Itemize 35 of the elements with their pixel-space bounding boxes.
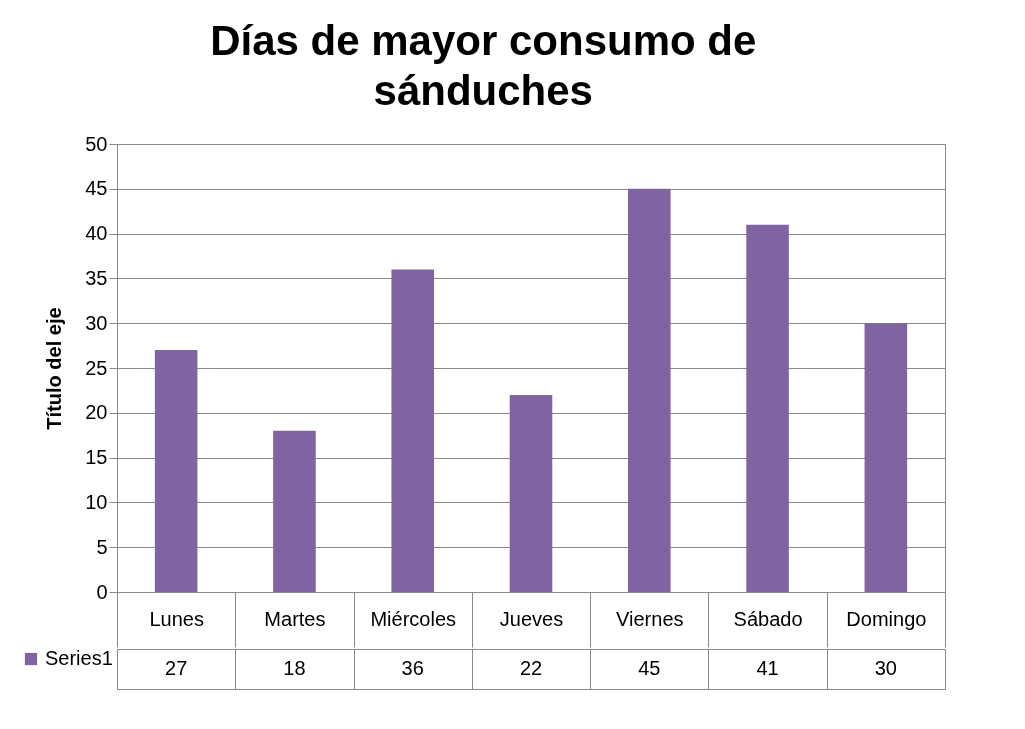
x-tick-label: Domingo [846,607,927,630]
data-label: 30 [874,657,897,679]
y-axis-title: Título del eje [43,307,66,430]
x-tick-label: Sábado [733,607,803,630]
y-tick-label: 30 [85,311,108,334]
data-label: 22 [519,657,543,679]
data-label: 41 [756,657,779,679]
x-tick-label: Viernes [616,607,684,630]
data-label: 45 [638,657,661,679]
x-tick-label: Miércoles [370,607,456,630]
y-tick-label: 25 [85,356,108,379]
y-tick-label: 15 [85,446,108,469]
x-tick-label: Lunes [149,607,204,630]
bar [864,323,908,592]
x-tick-label: Jueves [499,607,564,630]
data-label: 27 [165,657,188,679]
bar [509,394,553,592]
data-label: 36 [401,657,424,679]
bar [746,224,789,592]
x-tick-label: Martes [264,607,326,630]
bar [154,350,198,592]
y-tick-label: 40 [85,222,108,245]
y-tick-label: 50 [85,132,108,155]
y-tick-label: 10 [85,490,108,513]
data-label: 18 [283,657,306,679]
y-tick-label: 5 [96,535,108,558]
y-tick-label: 0 [96,580,108,603]
bar [627,188,671,592]
y-tick-label: 45 [85,177,108,200]
bar [273,430,316,592]
chart-title: Días de mayor consumo de sánduches [210,16,757,114]
legend-label: Series1 [45,647,113,669]
y-tick-label: 20 [85,401,108,424]
bar [391,269,435,592]
y-tick-label: 35 [85,266,108,289]
